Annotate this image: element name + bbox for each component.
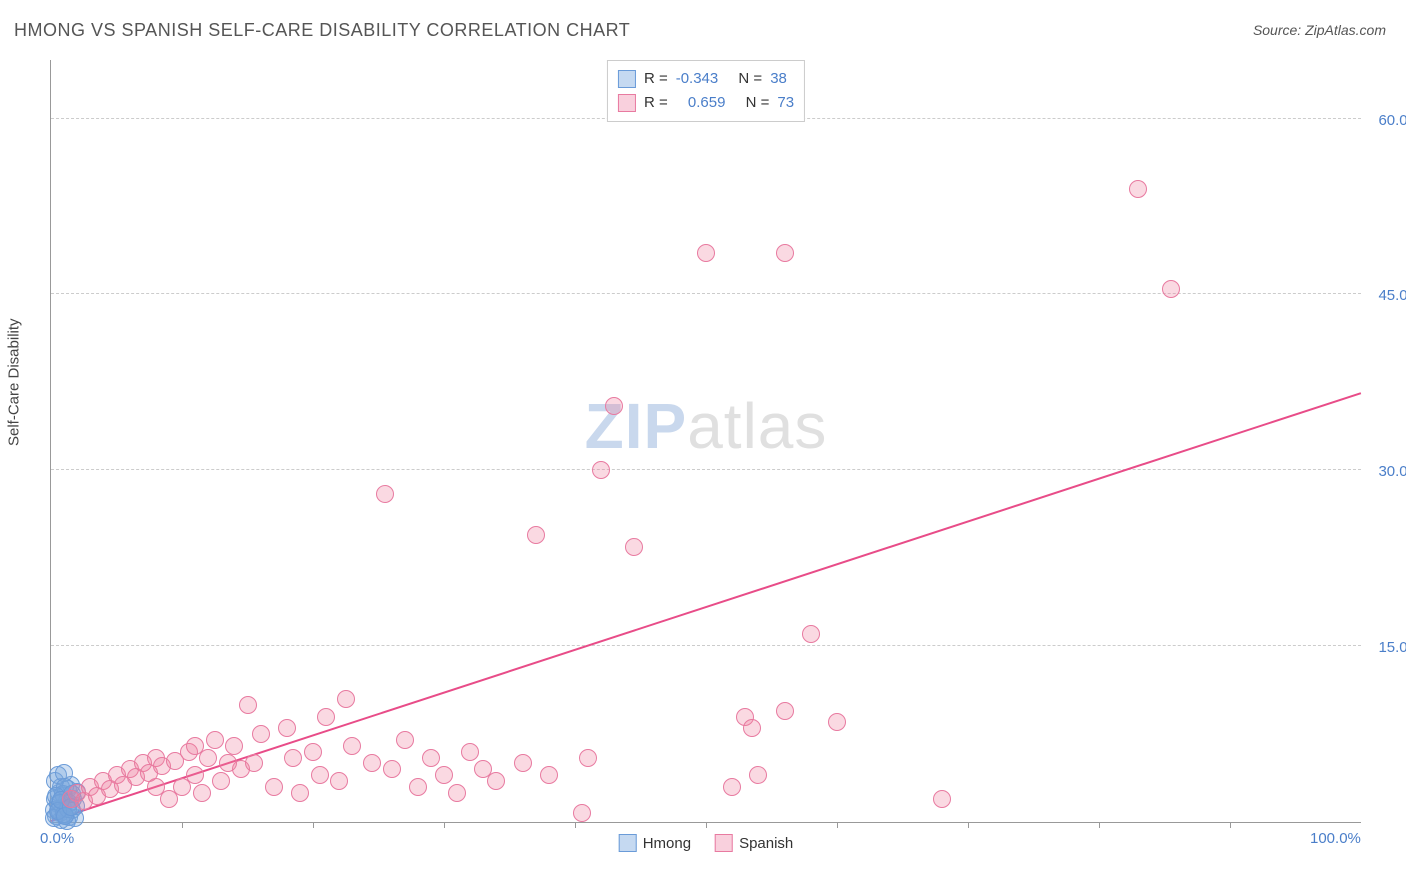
watermark-bold: ZIP <box>585 390 688 462</box>
data-point <box>337 690 355 708</box>
data-point <box>225 737 243 755</box>
data-point <box>193 784 211 802</box>
data-point <box>291 784 309 802</box>
data-point <box>592 461 610 479</box>
data-point <box>212 772 230 790</box>
hmong-n-value: 38 <box>770 67 787 91</box>
data-point <box>933 790 951 808</box>
legend-n-label: N = <box>738 67 762 91</box>
x-tick <box>1099 822 1100 828</box>
data-point <box>527 526 545 544</box>
data-point <box>343 737 361 755</box>
data-point <box>186 737 204 755</box>
data-point <box>625 538 643 556</box>
data-point <box>776 244 794 262</box>
x-tick <box>575 822 576 828</box>
legend-label-hmong: Hmong <box>643 835 691 852</box>
data-point <box>245 754 263 772</box>
plot-area: ZIPatlas R = -0.343 N = 38 R = 0.659 N =… <box>50 60 1361 823</box>
data-point <box>317 708 335 726</box>
data-point <box>304 743 322 761</box>
data-point <box>448 784 466 802</box>
x-axis-min-label: 0.0% <box>40 830 74 847</box>
hmong-swatch-icon <box>618 70 636 88</box>
data-point <box>278 719 296 737</box>
y-tick-label: 30.0% <box>1378 463 1406 480</box>
data-point <box>697 244 715 262</box>
data-point <box>206 731 224 749</box>
y-tick-label: 60.0% <box>1378 112 1406 129</box>
data-point <box>284 749 302 767</box>
y-tick-label: 15.0% <box>1378 639 1406 656</box>
spanish-swatch-icon <box>618 94 636 112</box>
data-point <box>265 778 283 796</box>
legend-r-label: R = <box>644 91 668 115</box>
watermark-light: atlas <box>687 390 827 462</box>
spanish-r-value: 0.659 <box>688 91 726 115</box>
legend-item-hmong: Hmong <box>619 834 691 852</box>
chart-title: HMONG VS SPANISH SELF-CARE DISABILITY CO… <box>14 20 630 41</box>
data-point <box>514 754 532 772</box>
hmong-swatch-icon <box>619 834 637 852</box>
x-tick <box>706 822 707 828</box>
data-point <box>573 804 591 822</box>
x-tick <box>968 822 969 828</box>
y-tick-label: 45.0% <box>1378 287 1406 304</box>
source-label: Source: ZipAtlas.com <box>1253 22 1386 38</box>
data-point <box>330 772 348 790</box>
hmong-r-value: -0.343 <box>676 67 719 91</box>
legend-item-spanish: Spanish <box>715 834 793 852</box>
data-point <box>487 772 505 790</box>
data-point <box>422 749 440 767</box>
legend-label-spanish: Spanish <box>739 835 793 852</box>
data-point <box>605 397 623 415</box>
x-tick <box>313 822 314 828</box>
data-point <box>252 725 270 743</box>
data-point <box>435 766 453 784</box>
data-point <box>749 766 767 784</box>
data-point <box>219 754 237 772</box>
data-point <box>540 766 558 784</box>
data-point <box>363 754 381 772</box>
legend-row-hmong: R = -0.343 N = 38 <box>618 67 794 91</box>
x-tick <box>182 822 183 828</box>
data-point <box>396 731 414 749</box>
x-tick <box>444 822 445 828</box>
legend-r-label: R = <box>644 67 668 91</box>
data-point <box>383 760 401 778</box>
legend-n-label: N = <box>746 91 770 115</box>
data-point <box>1162 280 1180 298</box>
data-point <box>743 719 761 737</box>
chart-container: HMONG VS SPANISH SELF-CARE DISABILITY CO… <box>0 0 1406 892</box>
data-point <box>776 702 794 720</box>
spanish-swatch-icon <box>715 834 733 852</box>
data-point <box>579 749 597 767</box>
data-point <box>376 485 394 503</box>
x-axis-max-label: 100.0% <box>1310 830 1361 847</box>
data-point <box>461 743 479 761</box>
correlation-legend: R = -0.343 N = 38 R = 0.659 N = 73 <box>607 60 805 122</box>
gridline <box>51 645 1361 646</box>
data-point <box>147 778 165 796</box>
data-point <box>409 778 427 796</box>
data-point <box>802 625 820 643</box>
spanish-n-value: 73 <box>777 91 794 115</box>
y-axis-label: Self-Care Disability <box>6 318 23 446</box>
x-tick <box>837 822 838 828</box>
legend-row-spanish: R = 0.659 N = 73 <box>618 91 794 115</box>
data-point <box>828 713 846 731</box>
data-point <box>311 766 329 784</box>
x-tick <box>1230 822 1231 828</box>
series-legend: Hmong Spanish <box>619 834 794 852</box>
data-point <box>1129 180 1147 198</box>
gridline <box>51 469 1361 470</box>
data-point <box>186 766 204 784</box>
data-point <box>723 778 741 796</box>
data-point <box>239 696 257 714</box>
